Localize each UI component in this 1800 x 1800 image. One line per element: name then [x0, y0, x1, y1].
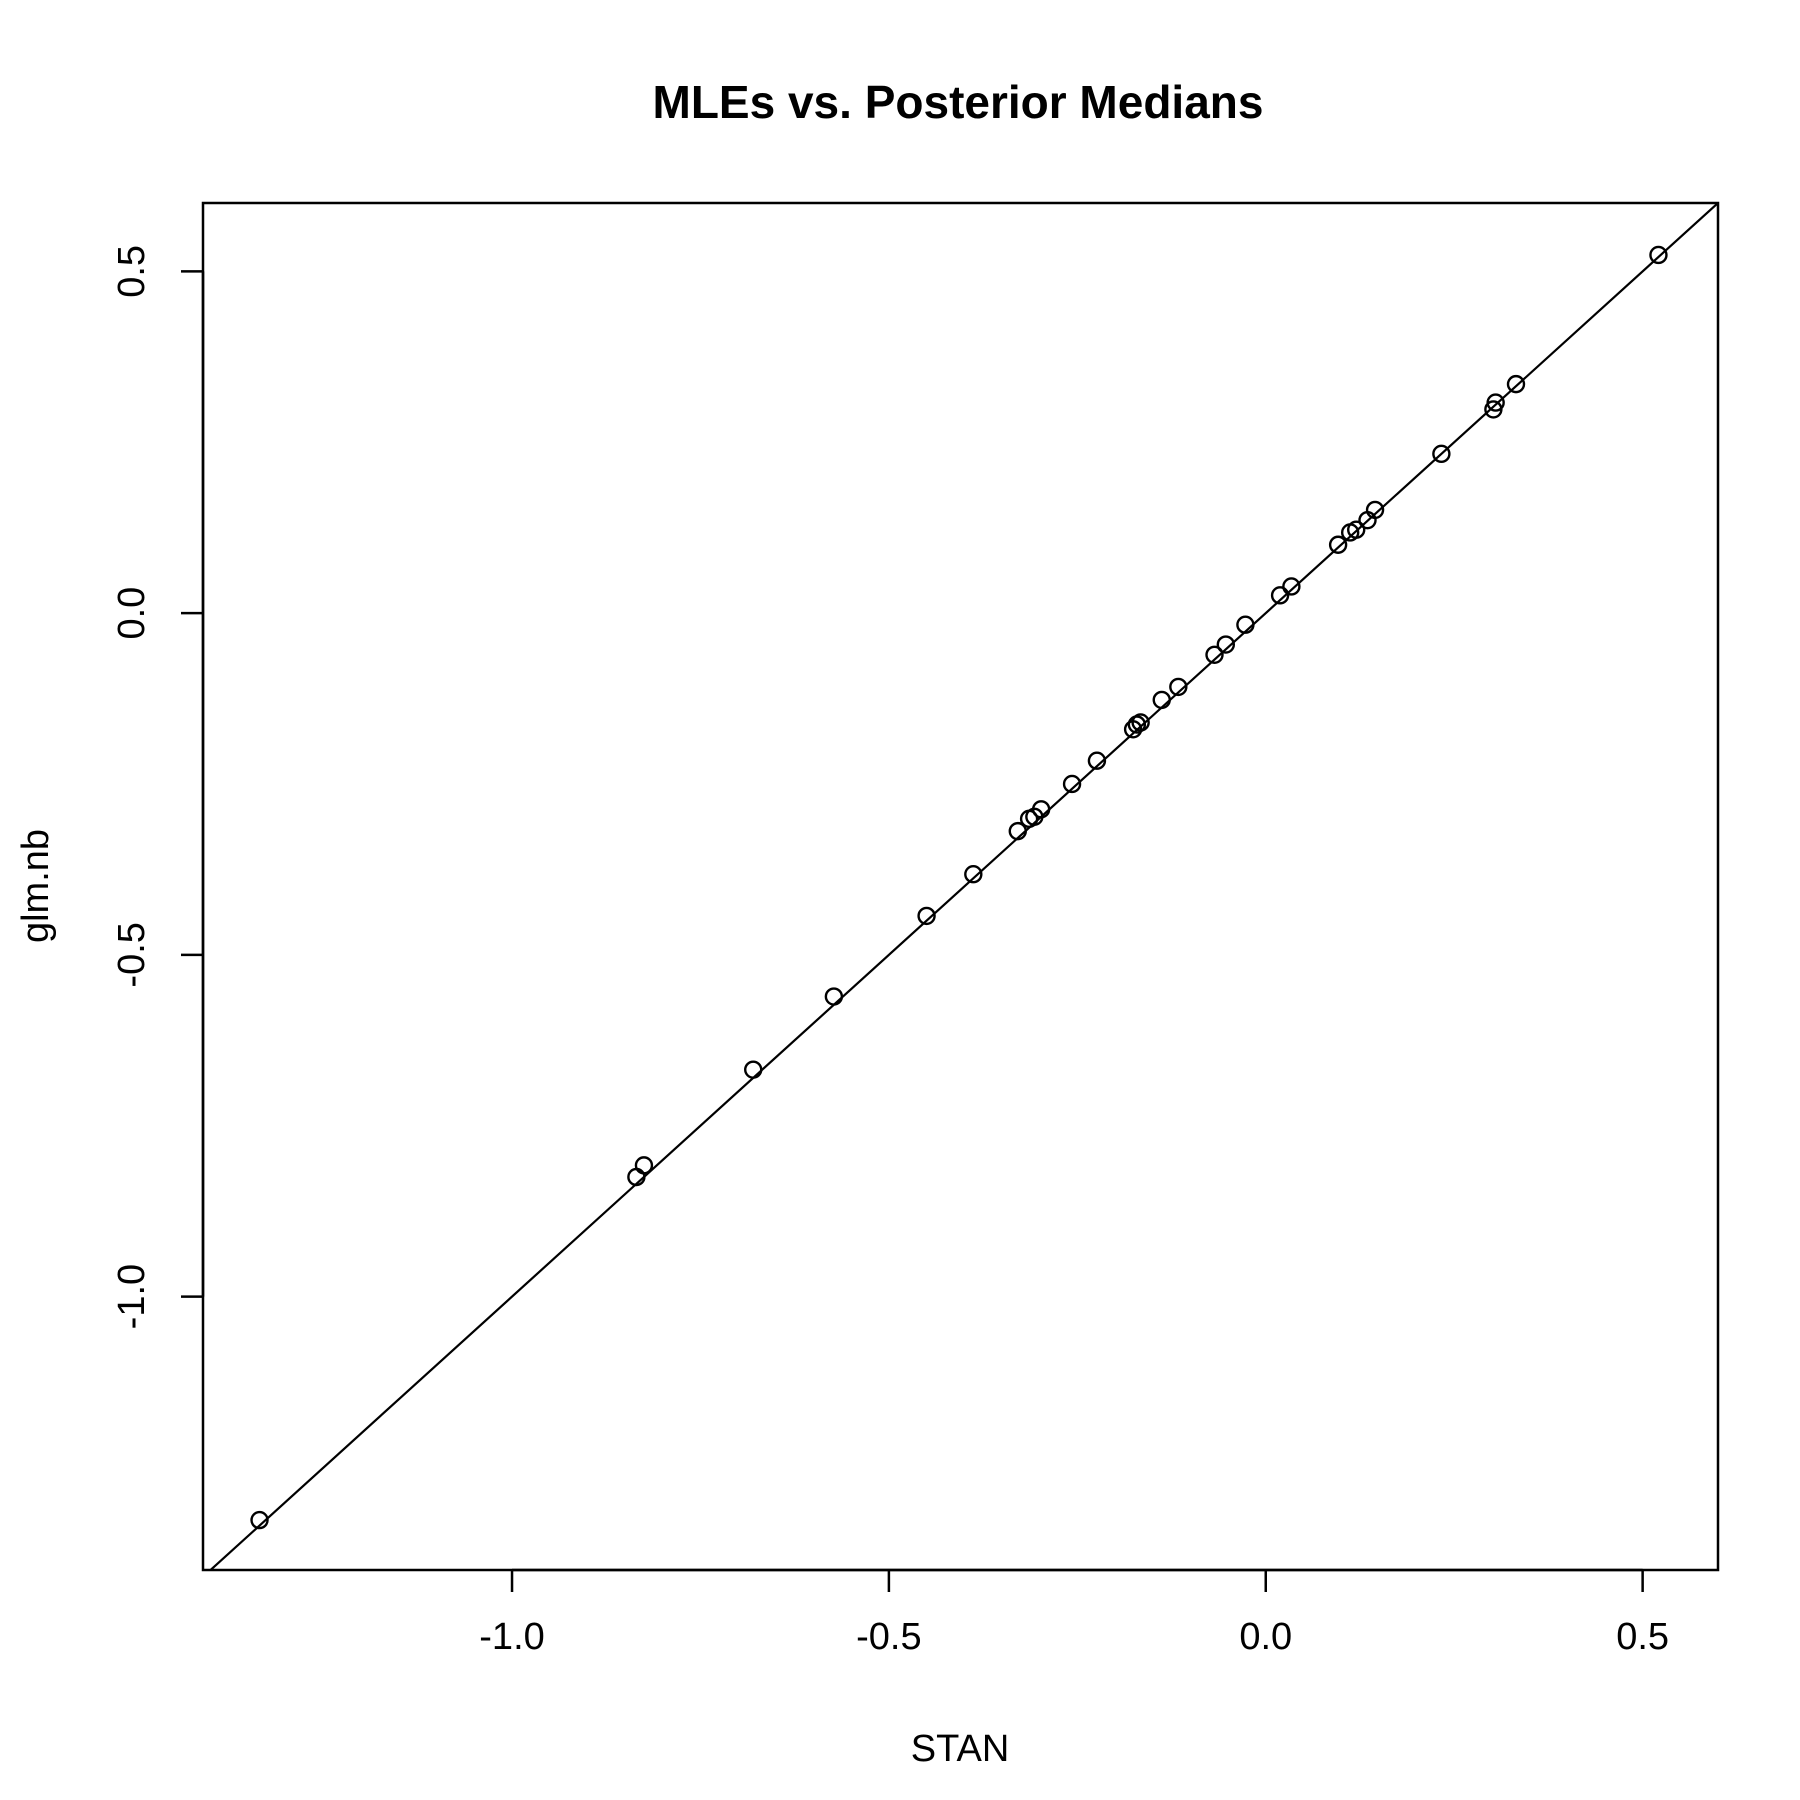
x-tick-label: -1.0	[479, 1616, 544, 1658]
y-axis: -1.0 -0.5 0.0 0.5	[111, 245, 205, 1329]
reference-line	[208, 203, 1718, 1570]
data-point	[1205, 645, 1224, 664]
y-axis-label: glm.nb	[15, 829, 57, 943]
x-axis-label: STAN	[911, 1728, 1010, 1770]
reference-line-layer	[208, 203, 1718, 1570]
data-point	[1432, 444, 1451, 464]
y-tick-label: 0.0	[111, 587, 153, 640]
y-tick-label: 0.5	[111, 245, 153, 298]
data-point	[1649, 245, 1668, 265]
data-point	[1236, 615, 1255, 634]
data-point	[1131, 713, 1150, 732]
data-point	[1270, 586, 1290, 605]
data-point	[1169, 677, 1188, 697]
data-point	[1282, 577, 1301, 596]
data-point	[1347, 520, 1366, 539]
data-point	[1486, 393, 1505, 412]
data-point	[917, 906, 936, 926]
data-point	[824, 987, 844, 1006]
data-point	[1152, 690, 1171, 710]
data-point	[1365, 500, 1385, 520]
data-point	[250, 1510, 269, 1530]
data-point	[1216, 635, 1236, 654]
points-layer	[250, 245, 1668, 1530]
data-point	[744, 1060, 763, 1079]
data-point	[964, 864, 983, 884]
data-point	[1008, 821, 1027, 841]
x-axis: -1.0 -0.5 0.0 0.5	[479, 1568, 1669, 1658]
data-point	[1506, 374, 1526, 394]
x-tick-label: 0.5	[1616, 1616, 1669, 1658]
data-point	[634, 1156, 654, 1175]
data-point	[1087, 751, 1107, 770]
x-tick-label: -0.5	[856, 1616, 921, 1658]
chart-title: MLEs vs. Posterior Medians	[653, 76, 1264, 128]
data-point	[1031, 800, 1051, 819]
data-point	[1328, 535, 1348, 554]
x-tick-label: 0.0	[1239, 1616, 1292, 1658]
data-point	[1062, 774, 1082, 794]
y-tick-label: -0.5	[111, 922, 153, 987]
y-tick-label: -1.0	[111, 1264, 153, 1329]
